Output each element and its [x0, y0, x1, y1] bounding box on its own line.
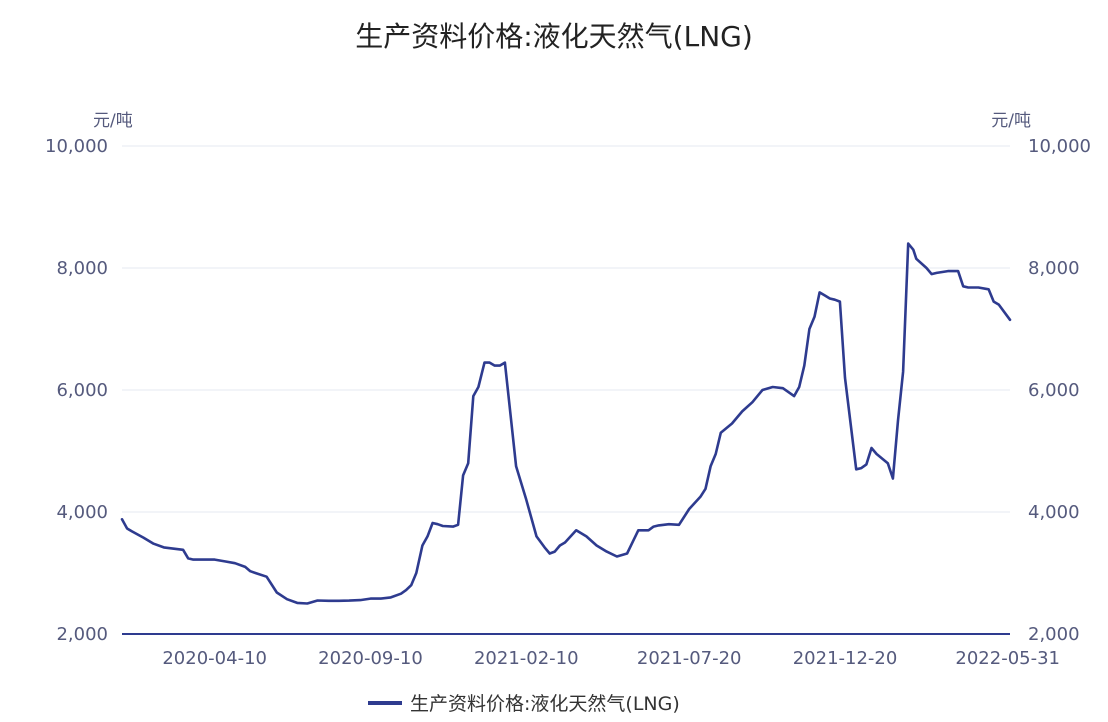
y-axis-unit-right: 元/吨 [991, 111, 1031, 131]
chart-title: 生产资料价格:液化天然气(LNG) [355, 20, 753, 53]
y-tick-label-right: 2,000 [1028, 624, 1080, 645]
series-layer [120, 242, 1012, 605]
y-axis-right: 2,000 4,000 6,000 8,000 10,000 [1028, 136, 1091, 645]
x-tick-label: 2021-07-20 [637, 648, 742, 669]
y-tick-label-left: 6,000 [56, 380, 108, 401]
y-axis-unit-left: 元/吨 [93, 111, 133, 131]
legend-label: 生产资料价格:液化天然气(LNG) [410, 693, 680, 715]
x-tick-label: 2020-09-10 [318, 648, 423, 669]
x-tick-label: 2022-05-31 [955, 648, 1060, 669]
y-axis-left: 2,000 4,000 6,000 8,000 10,000 [45, 136, 108, 645]
y-tick-label-left: 4,000 [56, 502, 108, 523]
x-axis: 2020-04-10 2020-09-10 2021-02-10 2021-07-20… [162, 648, 1060, 669]
y-tick-label-left: 2,000 [56, 624, 108, 645]
series-line [120, 242, 1012, 605]
y-tick-label-left: 10,000 [45, 136, 108, 157]
y-tick-label-right: 6,000 [1028, 380, 1080, 401]
x-tick-label: 2020-04-10 [162, 648, 267, 669]
x-tick-label: 2021-12-20 [793, 648, 898, 669]
y-tick-label-right: 10,000 [1028, 136, 1091, 157]
y-tick-label-right: 4,000 [1028, 502, 1080, 523]
y-tick-label-right: 8,000 [1028, 258, 1080, 279]
legend[interactable]: 生产资料价格:液化天然气(LNG) [368, 693, 680, 715]
grid-lines [122, 145, 1010, 635]
y-tick-label-left: 8,000 [56, 258, 108, 279]
x-tick-label: 2021-02-10 [474, 648, 579, 669]
